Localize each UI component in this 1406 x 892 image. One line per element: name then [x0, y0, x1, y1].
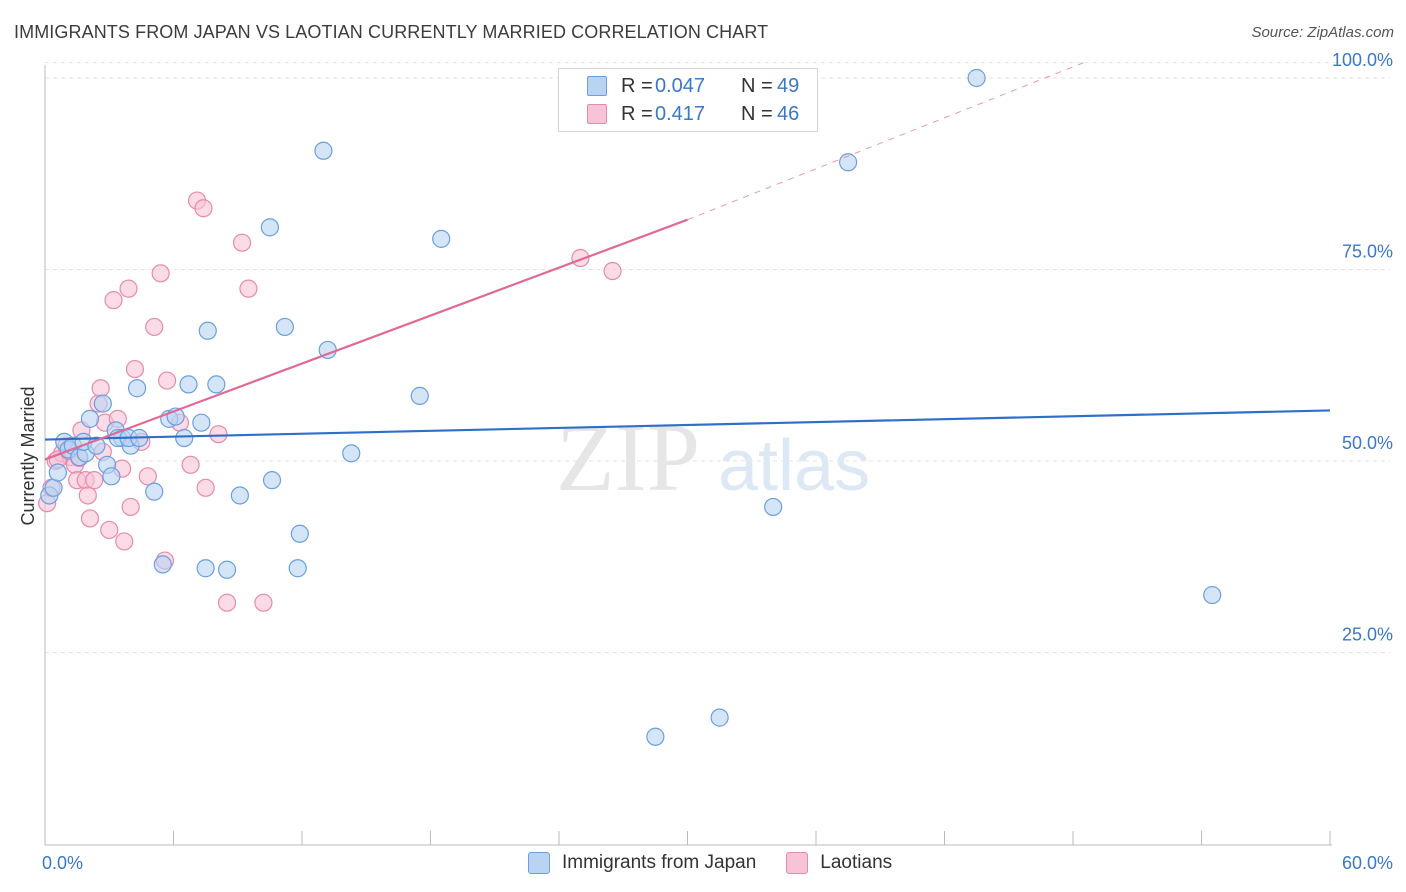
- y-tick-label: 100.0%: [1332, 50, 1393, 70]
- laotians-point: [254, 593, 273, 612]
- japan-point: [44, 478, 63, 497]
- laotians-point: [151, 264, 170, 283]
- laotians-point: [115, 532, 134, 551]
- laotians-point: [85, 471, 104, 490]
- laotians-points: [38, 191, 622, 612]
- y-tick-label: 75.0%: [1342, 242, 1393, 262]
- legend-swatch-laotians: [786, 852, 809, 874]
- japan-point: [275, 317, 294, 337]
- legend-item-laotians[interactable]: Laotians: [786, 852, 892, 874]
- laotians-point: [145, 317, 164, 337]
- x-tick-label: 60.0%: [1342, 853, 1393, 873]
- laotians-point: [196, 478, 215, 497]
- japan-point: [342, 444, 361, 463]
- japan-point: [196, 559, 215, 578]
- stats-legend: R = 0.047 N = 49 R = 0.417 N = 46: [558, 68, 818, 132]
- legend-item-japan[interactable]: Immigrants from Japan: [528, 852, 756, 874]
- laotians-point: [78, 486, 97, 505]
- laotians-point: [119, 279, 138, 298]
- legend-n-label: N =: [741, 102, 773, 125]
- japan-point: [207, 375, 226, 394]
- laotians-point: [217, 593, 237, 612]
- series-legend: Immigrants from Japan Laotians: [528, 852, 922, 874]
- japan-point: [102, 467, 121, 486]
- source-label: Source: ZipAtlas.com: [1251, 24, 1394, 41]
- laotians-point: [100, 520, 119, 540]
- legend-swatch-japan: [587, 76, 607, 96]
- watermark: ZIP atlas: [556, 404, 870, 511]
- japan-point: [288, 559, 307, 578]
- laotians-point: [138, 467, 157, 486]
- laotians-point: [194, 199, 213, 218]
- laotians-point: [239, 279, 258, 298]
- legend-swatch-laotians: [587, 104, 607, 124]
- japan-point: [48, 463, 67, 482]
- japan-trend-line: [44, 409, 1331, 441]
- axes: [44, 65, 1332, 846]
- japan-point: [198, 321, 217, 340]
- japan-point: [93, 394, 112, 413]
- trend-lines: [44, 62, 1331, 461]
- legend-r-value: 0.417: [655, 102, 706, 125]
- japan-point: [80, 409, 100, 428]
- japan-point: [967, 68, 986, 88]
- japan-point: [764, 497, 783, 517]
- japan-point: [1203, 585, 1222, 605]
- japan-point: [192, 413, 211, 432]
- x-tick-label: 0.0%: [42, 853, 83, 873]
- legend-label-japan: Immigrants from Japan: [562, 852, 757, 873]
- legend-r-label: R =: [621, 74, 653, 97]
- japan-point: [127, 379, 147, 398]
- tick-labels: 25.0% 50.0% 75.0% 100.0% 0.0% 60.0%: [42, 50, 1393, 873]
- laotians-point: [104, 291, 123, 310]
- legend-n-label: N =: [741, 74, 773, 97]
- japan-point: [175, 428, 194, 448]
- laotians-point: [125, 359, 145, 379]
- japan-point: [230, 486, 249, 505]
- y-tick-label: 25.0%: [1342, 625, 1393, 645]
- legend-swatch-japan: [528, 852, 550, 874]
- laotians-point: [603, 261, 622, 281]
- legend-n-value: 49: [777, 74, 800, 97]
- legend-r-value: 0.047: [655, 74, 706, 97]
- laotians-point: [232, 233, 252, 252]
- japan-point: [646, 727, 665, 746]
- laotians-point: [91, 379, 110, 398]
- legend-r-label: R =: [621, 102, 653, 125]
- watermark-zip: ZIP: [556, 404, 700, 511]
- japan-point: [153, 555, 172, 574]
- japan-point: [262, 471, 282, 490]
- y-tick-label: 50.0%: [1342, 433, 1393, 453]
- y-axis-label: Currently Married: [18, 386, 38, 525]
- japan-point: [314, 141, 333, 160]
- laotians-point: [121, 497, 140, 517]
- legend-n-value: 46: [777, 102, 800, 125]
- laotians-point: [80, 509, 100, 528]
- laotians-point: [209, 425, 228, 444]
- legend-row-japan: R = 0.047 N = 49: [559, 71, 799, 101]
- japan-point: [710, 708, 729, 727]
- chart-title: IMMIGRANTS FROM JAPAN VS LAOTIAN CURRENT…: [14, 22, 769, 42]
- japan-point: [145, 482, 164, 501]
- laotians-trend-line: [44, 218, 688, 461]
- gridlines: [45, 62, 1390, 653]
- laotians-point: [181, 455, 200, 474]
- japan-point: [410, 386, 429, 405]
- japan-point: [432, 229, 451, 248]
- legend-label-laotians: Laotians: [820, 852, 893, 873]
- japan-point: [260, 218, 279, 237]
- watermark-atlas: atlas: [718, 426, 870, 506]
- legend-row-laotians: R = 0.417 N = 46: [559, 99, 799, 129]
- japan-point: [217, 560, 237, 579]
- japan-point: [179, 375, 198, 394]
- laotians-point: [157, 371, 177, 390]
- japan-point: [290, 524, 309, 543]
